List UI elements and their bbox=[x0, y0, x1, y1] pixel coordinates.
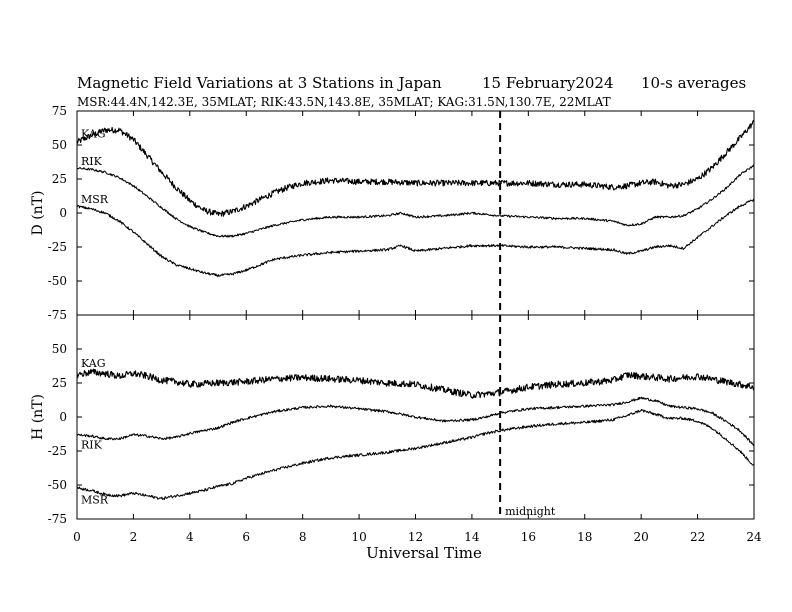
x-tick-label: 20 bbox=[634, 530, 649, 544]
x-tick-label: 24 bbox=[746, 530, 762, 544]
y-axis-label: D (nT) bbox=[30, 191, 46, 236]
y-tick-label: 0 bbox=[59, 410, 67, 424]
h-component-panel: 50 25 0 -25 -50 -75 H (nT) KAG RIK MSR bbox=[30, 314, 755, 526]
y-tick-label: 25 bbox=[52, 172, 67, 186]
series-label-kag: KAG bbox=[81, 127, 106, 140]
y-tick-label: 0 bbox=[59, 206, 67, 220]
y-tick-label: 75 bbox=[52, 104, 67, 118]
y-tick-label: -25 bbox=[48, 444, 67, 458]
y-tick-label: -75 bbox=[48, 308, 67, 322]
series-label-msr: MSR bbox=[81, 494, 109, 507]
series-line-msr bbox=[76, 198, 755, 278]
chart-subtitle: MSR:44.4N,142.3E, 35MLAT; RIK:43.5N,143.… bbox=[77, 95, 611, 109]
series-line-kag bbox=[76, 368, 755, 399]
series-line-rik bbox=[76, 396, 755, 447]
midnight-marker: midnight bbox=[499, 111, 556, 519]
y-tick-label: 50 bbox=[52, 138, 67, 152]
series-label-rik: RIK bbox=[81, 155, 103, 168]
x-tick-label: 22 bbox=[690, 530, 705, 544]
x-tick-label: 14 bbox=[464, 530, 480, 544]
x-tick-label: 12 bbox=[408, 530, 423, 544]
x-tick-label: 2 bbox=[130, 530, 138, 544]
x-tick-label: 4 bbox=[186, 530, 194, 544]
y-tick-label: -25 bbox=[48, 240, 67, 254]
chart-date: 15 February2024 bbox=[482, 74, 614, 92]
series-line-msr bbox=[76, 408, 755, 500]
y-tick-label: 50 bbox=[52, 342, 67, 356]
x-axis: 0 2 4 6 8 10 12 14 16 18 20 22 24 bbox=[73, 530, 762, 544]
x-tick-label: 10 bbox=[351, 530, 366, 544]
y-tick-label: -75 bbox=[48, 512, 67, 526]
panel-frame bbox=[76, 110, 755, 316]
midnight-label: midnight bbox=[505, 505, 556, 518]
series-label-kag: KAG bbox=[81, 357, 106, 370]
series-line-kag bbox=[76, 119, 755, 217]
series-label-rik: RIK bbox=[81, 439, 103, 452]
chart-averaging: 10-s averages bbox=[641, 74, 746, 92]
chart-title: Magnetic Field Variations at 3 Stations … bbox=[77, 74, 442, 92]
x-tick-label: 0 bbox=[73, 530, 81, 544]
series-label-msr: MSR bbox=[81, 193, 109, 206]
x-tick-label: 16 bbox=[521, 530, 536, 544]
d-component-panel: 75 50 25 0 -25 -50 -75 D (nT) KAG RIK MSR bbox=[30, 104, 755, 322]
series-line-rik bbox=[76, 164, 755, 238]
y-axis-label: H (nT) bbox=[30, 394, 46, 440]
x-tick-label: 18 bbox=[577, 530, 592, 544]
x-axis-label: Universal Time bbox=[366, 544, 482, 562]
y-tick-label: 25 bbox=[52, 376, 67, 390]
y-tick-label: -50 bbox=[48, 274, 67, 288]
x-tick-label: 6 bbox=[242, 530, 250, 544]
y-tick-label: -50 bbox=[48, 478, 67, 492]
x-tick-label: 8 bbox=[299, 530, 307, 544]
